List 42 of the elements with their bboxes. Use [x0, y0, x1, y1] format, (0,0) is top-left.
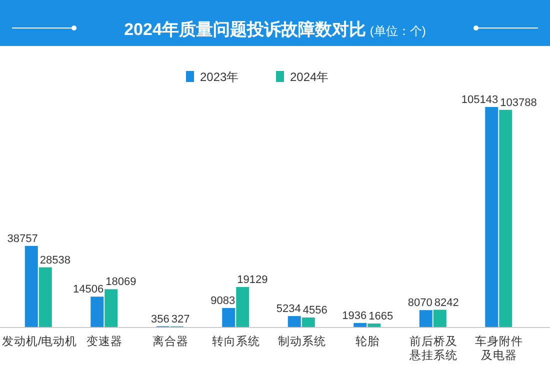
- bar: [485, 107, 498, 327]
- bar: [236, 286, 250, 327]
- data-label: 38757: [7, 232, 38, 245]
- x-tick-label: 变速器: [86, 334, 123, 348]
- data-label: 19129: [237, 274, 268, 286]
- bar: [104, 289, 118, 327]
- chart-title: 2024年质量问题投诉故障数对比: [124, 20, 366, 39]
- data-label: 5234: [276, 303, 301, 316]
- x-tick-label: 转向系统: [212, 334, 260, 348]
- bar: [354, 322, 367, 327]
- chart-subtitle: (单位：个): [370, 24, 426, 38]
- x-tick-label: 轮胎: [356, 335, 380, 348]
- x-tick-label: 制动系统: [278, 334, 326, 348]
- x-tick-label: 离合器: [152, 334, 188, 348]
- legend-label: 2023年: [200, 70, 239, 84]
- bar: [419, 310, 432, 327]
- legend-label: 2024年: [290, 70, 329, 84]
- data-label: 8070: [408, 297, 432, 310]
- data-label: 356: [151, 313, 170, 326]
- x-tick-label: 车身附件及电器: [475, 334, 524, 362]
- data-label: 1936: [342, 310, 367, 322]
- data-label: 103788: [500, 96, 537, 109]
- bar: [368, 324, 381, 327]
- bar: [90, 296, 104, 327]
- data-label: 28538: [40, 254, 70, 266]
- bar: [222, 308, 236, 327]
- data-label: 4556: [302, 304, 328, 316]
- bar: [38, 267, 52, 327]
- x-tick-label: 前后桥及悬挂系统: [408, 335, 458, 362]
- bar: [499, 110, 512, 327]
- data-label: 8242: [434, 296, 459, 309]
- data-label: 18069: [106, 276, 136, 288]
- x-tick-label: 发动机/电动机: [2, 335, 78, 348]
- bar: [288, 316, 301, 327]
- bar: [24, 246, 38, 327]
- data-label: 1665: [368, 310, 394, 323]
- data-label: 327: [171, 313, 190, 326]
- data-label: 105143: [461, 94, 498, 106]
- data-label: 14506: [73, 284, 104, 296]
- bar: [433, 310, 446, 327]
- data-label: 9083: [210, 294, 236, 307]
- bar: [302, 317, 315, 327]
